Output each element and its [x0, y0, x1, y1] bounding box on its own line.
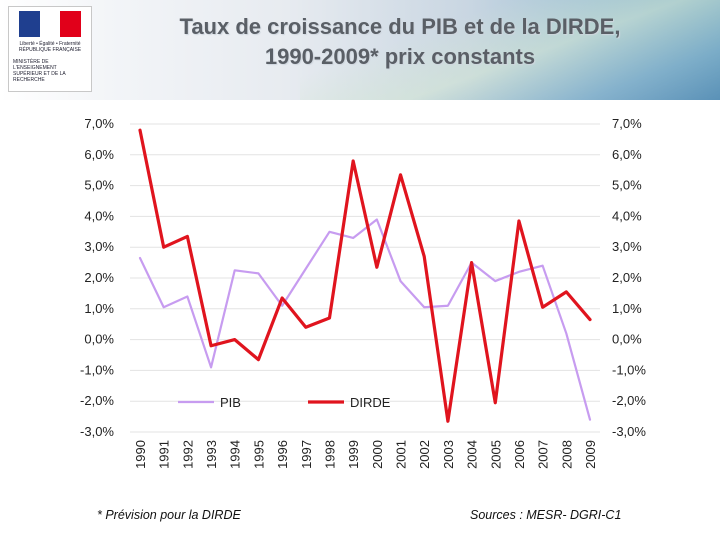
x-tick-label: 2007: [536, 440, 551, 469]
y-tick-label: -3,0%: [80, 424, 114, 439]
y-tick-label: 7,0%: [84, 116, 114, 131]
x-tick-label: 2005: [488, 440, 503, 469]
y-tick-label-right: -1,0%: [612, 362, 646, 377]
x-tick-label: 2004: [465, 440, 480, 469]
x-tick-label: 2002: [417, 440, 432, 469]
x-tick-label: 1991: [157, 440, 172, 469]
x-tick-label: 1993: [204, 440, 219, 469]
y-tick-label: 3,0%: [84, 239, 114, 254]
y-tick-label-right: 5,0%: [612, 178, 642, 193]
x-tick-label: 1995: [251, 440, 266, 469]
y-tick-label-right: 4,0%: [612, 208, 642, 223]
logo-ministry-text: MINISTÈRE DE L'ENSEIGNEMENT SUPÉRIEUR ET…: [13, 59, 66, 83]
logo-republique-text: Liberté • Égalité • Fraternité RÉPUBLIQUE…: [18, 41, 82, 53]
y-tick-label: -2,0%: [80, 393, 114, 408]
series-line-dirde: [138, 128, 592, 423]
y-tick-label-right: 6,0%: [612, 147, 642, 162]
y-tick-label: 5,0%: [84, 178, 114, 193]
y-tick-label: 0,0%: [84, 332, 114, 347]
x-tick-label: 1998: [322, 440, 337, 469]
x-tick-label: 1997: [299, 440, 314, 469]
x-tick-label: 1992: [180, 440, 195, 469]
legend: PIB DIRDE: [178, 395, 391, 410]
y-tick-label-right: 1,0%: [612, 301, 642, 316]
y-tick-label-right: -3,0%: [612, 424, 646, 439]
plot-area: [128, 112, 600, 432]
x-tick-label: 1994: [228, 440, 243, 469]
y-tick-label-right: -2,0%: [612, 393, 646, 408]
x-tick-label: 1996: [275, 440, 290, 469]
header-banner: [0, 0, 720, 100]
y-axis-right: -3,0% -2,0% -1,0% 0,0% 1,0% 2,0% 3,0% 4,0% 5,0% 6…: [612, 116, 646, 439]
french-flag-icon: [19, 11, 82, 37]
page-title: Taux de croissance du PIB et de la DIRDE…: [110, 12, 690, 72]
x-tick-label: 2003: [441, 440, 456, 469]
x-tick-label: 2000: [370, 440, 385, 469]
title-line-2: 1990-2009* prix constants: [264, 44, 536, 69]
y-tick-label-right: 7,0%: [612, 116, 642, 131]
y-tick-label-right: 3,0%: [612, 239, 642, 254]
y-tick-label-right: 2,0%: [612, 270, 642, 285]
growth-line-chart: -3,0% -2,0% -1,0% 0,0% 1,0% 2,0% 3,0% 4,0% 5,0% 6…: [80, 112, 646, 469]
series-lines: [138, 128, 592, 423]
series-line-pib: [138, 218, 592, 421]
x-tick-label: 2001: [394, 440, 409, 469]
x-tick-label: 2009: [583, 440, 598, 469]
legend-label-pib: PIB: [220, 395, 241, 410]
banner-decoration: [300, 0, 720, 100]
y-tick-label-right: 0,0%: [612, 332, 642, 347]
y-axis-left: -3,0% -2,0% -1,0% 0,0% 1,0% 2,0% 3,0% 4,0% 5,0% 6…: [80, 116, 114, 439]
x-tick-label: 2008: [559, 440, 574, 469]
x-tick-label: 1990: [133, 440, 148, 469]
source-note: Sources : MESR- DGRI-C1: [470, 508, 622, 522]
x-axis: 1990 1991 1992 1993 1994 1995 1996 1997 1998 1999…: [133, 440, 598, 469]
y-tick-label: 1,0%: [84, 301, 114, 316]
x-tick-label: 2006: [512, 440, 527, 469]
y-tick-label: 6,0%: [84, 147, 114, 162]
y-tick-label: -1,0%: [80, 362, 114, 377]
footnote: * Prévision pour la DIRDE: [97, 508, 241, 522]
y-tick-label: 2,0%: [84, 270, 114, 285]
ministry-logo: Liberté • Égalité • Fraternité RÉPUBLIQUE…: [8, 6, 92, 92]
x-tick-label: 1999: [346, 440, 361, 469]
legend-label-dirde: DIRDE: [350, 395, 391, 410]
y-tick-label: 4,0%: [84, 208, 114, 223]
title-line-1: Taux de croissance du PIB et de la DIRDE…: [179, 14, 621, 39]
